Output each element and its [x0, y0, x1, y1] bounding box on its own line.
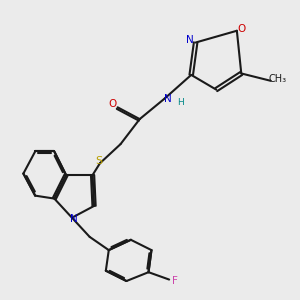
- Text: N: N: [187, 34, 194, 45]
- Text: CH₃: CH₃: [268, 74, 286, 84]
- Text: O: O: [108, 99, 116, 110]
- Text: F: F: [172, 276, 177, 286]
- Text: N: N: [164, 94, 172, 104]
- Text: S: S: [95, 156, 102, 166]
- Text: N: N: [70, 214, 78, 224]
- Text: H: H: [177, 98, 183, 106]
- Text: O: O: [237, 24, 245, 34]
